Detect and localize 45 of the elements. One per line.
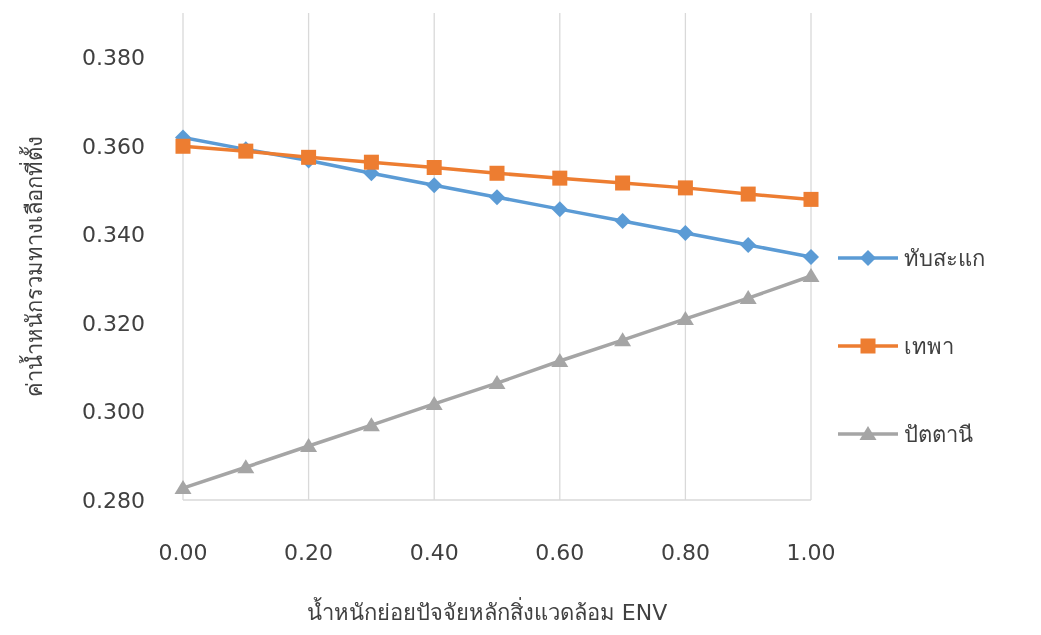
point xyxy=(362,417,380,432)
point xyxy=(237,459,255,474)
point xyxy=(363,154,379,170)
point xyxy=(803,191,819,207)
x-tick-label: 0.40 xyxy=(409,540,459,565)
point xyxy=(426,177,443,194)
legend-label: เทพา xyxy=(904,334,954,359)
y-tick-label: 0.360 xyxy=(82,133,145,159)
point xyxy=(551,201,568,218)
point xyxy=(739,290,757,305)
point xyxy=(740,236,757,253)
point xyxy=(740,186,756,202)
point xyxy=(802,267,820,282)
point xyxy=(175,138,191,154)
point xyxy=(425,395,443,410)
x-axis-title: น้ำหนักย่อยปัจจัยหลักสิ่งแวดล้อม ENV xyxy=(306,597,668,625)
point xyxy=(614,332,632,347)
point xyxy=(803,248,819,265)
point xyxy=(301,149,317,165)
point xyxy=(615,175,631,191)
point xyxy=(614,213,631,230)
point xyxy=(488,375,506,390)
point xyxy=(489,189,505,206)
y-axis-title: ค่าน้ำหนักรวมทางเลือกที่ตั้ง xyxy=(19,136,47,397)
y-tick-label: 0.280 xyxy=(82,488,145,513)
y-tick-label: 0.340 xyxy=(82,222,145,248)
legend-label: ปัตตานี xyxy=(904,422,973,447)
x-tick-label: 0.20 xyxy=(284,540,334,565)
x-tick-label: 0.80 xyxy=(660,540,710,565)
y-tick-label: 0.380 xyxy=(82,45,145,71)
point xyxy=(489,165,505,181)
point xyxy=(677,180,693,196)
point xyxy=(676,310,694,325)
point xyxy=(174,480,192,495)
point xyxy=(300,437,318,452)
x-tick-label: 0.60 xyxy=(535,540,585,565)
x-tick-label: 0.00 xyxy=(158,540,208,565)
y-tick-label: 0.300 xyxy=(82,399,145,425)
x-tick-label: 1.00 xyxy=(786,540,836,565)
point xyxy=(551,352,569,367)
point xyxy=(426,160,442,176)
y-tick-label: 0.320 xyxy=(82,310,145,336)
legend-label: ทับสะแก xyxy=(904,246,985,271)
point xyxy=(677,225,694,242)
point xyxy=(552,170,568,186)
